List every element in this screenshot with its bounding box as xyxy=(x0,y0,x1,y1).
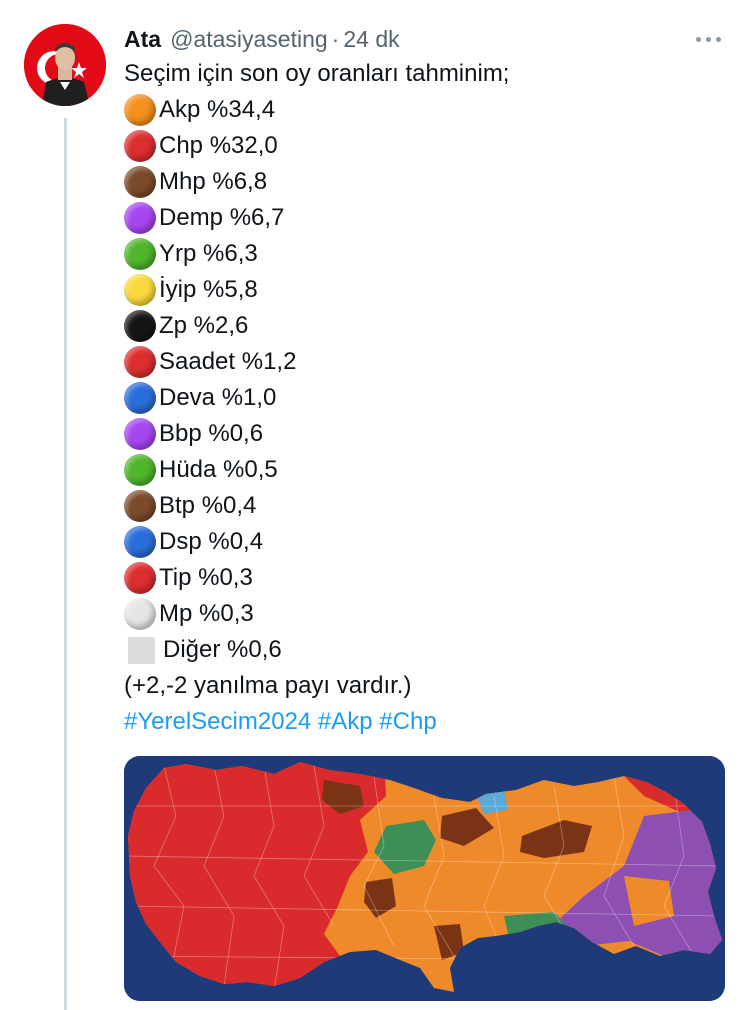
party-row: Yrp %6,3 xyxy=(124,236,724,272)
circle-emoji-icon xyxy=(124,562,156,594)
tweet-text: Seçim için son oy oranları tahminim; Akp… xyxy=(124,56,724,740)
more-options-icon[interactable] xyxy=(688,26,728,52)
hashtag-link[interactable]: #YerelSecim2024 xyxy=(124,708,312,735)
party-label: Deva %1,0 xyxy=(159,384,277,411)
tweet-media-map[interactable] xyxy=(124,756,725,1001)
circle-emoji-icon xyxy=(124,130,156,162)
circle-emoji-icon xyxy=(124,274,156,306)
circle-emoji-icon xyxy=(124,490,156,522)
circle-emoji-icon xyxy=(124,238,156,270)
party-row: Demp %6,7 xyxy=(124,200,724,236)
party-row: Bbp %0,6 xyxy=(124,416,724,452)
more-dot xyxy=(695,36,701,42)
party-row: Dsp %0,4 xyxy=(124,524,724,560)
circle-emoji-icon xyxy=(124,382,156,414)
circle-emoji-icon xyxy=(124,598,156,630)
party-row: Chp %32,0 xyxy=(124,128,724,164)
timestamp[interactable]: 24 dk xyxy=(343,25,400,52)
avatar-image xyxy=(24,24,106,106)
separator-dot: · xyxy=(331,25,340,52)
circle-emoji-icon xyxy=(124,166,156,198)
party-label: Btp %0,4 xyxy=(159,492,257,519)
circle-emoji-icon xyxy=(124,454,156,486)
party-row: Diğer %0,6 xyxy=(124,632,724,668)
province-borders xyxy=(128,765,722,992)
white-square-icon xyxy=(128,636,155,664)
circle-emoji-icon xyxy=(124,202,156,234)
author-name[interactable]: Ata xyxy=(124,25,162,52)
party-row: Deva %1,0 xyxy=(124,380,724,416)
circle-emoji-icon xyxy=(124,346,156,378)
party-row: Akp %34,4 xyxy=(124,92,724,128)
circle-emoji-icon xyxy=(124,310,156,342)
party-row: Btp %0,4 xyxy=(124,488,724,524)
thread-line xyxy=(64,118,67,1010)
party-row: İyip %5,8 xyxy=(124,272,724,308)
party-label: Yrp %6,3 xyxy=(159,240,258,267)
author-handle[interactable]: @atasiyaseting xyxy=(170,25,328,52)
hashtag-row: #YerelSecim2024 #Akp #Chp xyxy=(124,704,724,740)
party-row: Hüda %0,5 xyxy=(124,452,724,488)
party-row: Mhp %6,8 xyxy=(124,164,724,200)
turkey-election-map xyxy=(124,756,725,1001)
party-label: Akp %34,4 xyxy=(159,96,276,123)
party-label: Mp %0,3 xyxy=(159,600,254,627)
party-row: Zp %2,6 xyxy=(124,308,724,344)
party-label: İyip %5,8 xyxy=(159,276,258,303)
circle-emoji-icon xyxy=(124,94,156,126)
party-label: Dsp %0,4 xyxy=(159,528,264,555)
tweet-note: (+2,-2 yanılma payı vardır.) xyxy=(124,672,412,699)
tweet-intro: Seçim için son oy oranları tahminim; xyxy=(124,60,510,87)
party-row: Tip %0,3 xyxy=(124,560,724,596)
tweet-header: Ata @atasiyaseting · 24 dk xyxy=(124,22,400,56)
party-list: Akp %34,4 Chp %32,0 Mhp %6,8 Demp %6,7 Yrp %… xyxy=(124,92,724,668)
more-dot xyxy=(715,36,721,42)
party-label: Chp %32,0 xyxy=(159,132,278,159)
party-label: Diğer %0,6 xyxy=(163,636,282,663)
circle-emoji-icon xyxy=(124,526,156,558)
party-label: Hüda %0,5 xyxy=(159,456,278,483)
party-label: Bbp %0,6 xyxy=(159,420,264,447)
party-label: Saadet %1,2 xyxy=(159,348,297,375)
circle-emoji-icon xyxy=(124,418,156,450)
more-dot xyxy=(705,36,711,42)
party-label: Demp %6,7 xyxy=(159,204,285,231)
party-label: Tip %0,3 xyxy=(159,564,253,591)
hashtag-link[interactable]: #Chp xyxy=(379,708,437,735)
party-label: Mhp %6,8 xyxy=(159,168,268,195)
party-row: Saadet %1,2 xyxy=(124,344,724,380)
party-label: Zp %2,6 xyxy=(159,312,249,339)
hashtag-link[interactable]: #Akp xyxy=(317,708,373,735)
party-row: Mp %0,3 xyxy=(124,596,724,632)
avatar[interactable] xyxy=(24,24,106,106)
